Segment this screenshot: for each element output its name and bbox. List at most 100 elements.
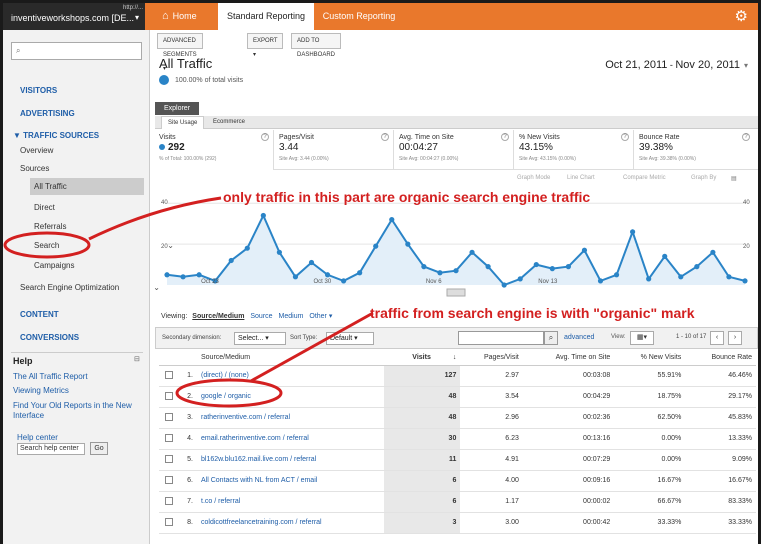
row-checkbox[interactable] bbox=[159, 428, 179, 450]
dimension-source[interactable]: Source bbox=[250, 313, 273, 320]
data-point[interactable] bbox=[613, 272, 620, 278]
help-go-button[interactable]: Go bbox=[90, 442, 108, 455]
data-point[interactable] bbox=[565, 264, 571, 270]
data-point[interactable] bbox=[662, 253, 668, 259]
table-row[interactable]: 4. email.ratherinventive.com / referral 30… bbox=[159, 428, 756, 450]
checkbox-icon[interactable] bbox=[165, 454, 173, 463]
advanced-segments-button[interactable]: ADVANCED SEGMENTS ▾ bbox=[157, 33, 203, 72]
data-point[interactable] bbox=[630, 229, 636, 235]
data-point[interactable] bbox=[646, 276, 652, 282]
data-point[interactable] bbox=[453, 268, 459, 274]
dimension-other[interactable]: Other ▾ bbox=[309, 313, 333, 320]
account-selector[interactable]: http://... inventiveworkshops.com [DE...… bbox=[3, 3, 145, 30]
data-point[interactable] bbox=[437, 270, 443, 276]
row-checkbox[interactable] bbox=[159, 365, 179, 387]
tab-site-usage[interactable]: Site Usage bbox=[161, 116, 205, 129]
data-point[interactable] bbox=[212, 278, 218, 284]
data-point[interactable] bbox=[549, 266, 555, 272]
checkbox-icon[interactable] bbox=[165, 433, 173, 442]
secondary-dimension-select[interactable]: Select... ▾ bbox=[234, 332, 286, 345]
next-page-icon[interactable]: › bbox=[728, 331, 742, 345]
graph-by-link[interactable]: Graph By bbox=[691, 175, 717, 181]
header-bounce-rate[interactable]: Bounce Rate bbox=[685, 350, 756, 366]
data-point[interactable] bbox=[726, 274, 732, 280]
dimension-source-medium[interactable]: Source/Medium bbox=[192, 313, 245, 320]
header-visits[interactable]: Visits ↓ bbox=[384, 350, 461, 366]
row-checkbox[interactable] bbox=[159, 386, 179, 408]
row-checkbox[interactable] bbox=[159, 512, 179, 534]
sidebar-section-traffic-sources[interactable]: ▼ TRAFFIC SOURCES bbox=[13, 131, 100, 140]
data-point[interactable] bbox=[389, 216, 395, 223]
data-point[interactable] bbox=[533, 261, 539, 268]
row-checkbox[interactable] bbox=[159, 491, 179, 513]
grid-view-icon[interactable]: ▦▾ bbox=[630, 331, 654, 345]
data-point[interactable] bbox=[373, 243, 379, 249]
line-chart-link[interactable]: Line Chart bbox=[567, 175, 595, 181]
table-row[interactable]: 8. coldicottfreelancetraining.com / refer… bbox=[159, 512, 756, 534]
data-point[interactable] bbox=[180, 274, 186, 280]
metric-visits[interactable]: Visits 292 % of Total: 100.00% (292) ? bbox=[155, 130, 274, 170]
table-search-input[interactable] bbox=[458, 331, 544, 345]
prev-page-icon[interactable]: ‹ bbox=[710, 331, 724, 345]
help-icon[interactable]: ? bbox=[621, 133, 629, 141]
sidebar-item-overview[interactable]: Overview bbox=[20, 146, 54, 155]
table-row[interactable]: 2. google / organic 48 3.54 00:04:29 18.75% 29… bbox=[159, 386, 756, 408]
sidebar-search-input[interactable]: ⌕ bbox=[11, 42, 142, 60]
metric-pages-visit[interactable]: Pages/Visit 3.44 Site Avg: 3.44 (0.00%) … bbox=[275, 130, 394, 170]
table-row[interactable]: 5. bl162w.blu162.mail.live.com / referral… bbox=[159, 449, 756, 471]
header-pages-visit[interactable]: Pages/Visit bbox=[460, 350, 523, 366]
header-avg-time[interactable]: Avg. Time on Site bbox=[522, 350, 615, 366]
help-icon[interactable]: ? bbox=[381, 133, 389, 141]
sidebar-item-direct[interactable]: Direct bbox=[34, 203, 55, 212]
data-point[interactable] bbox=[292, 274, 299, 280]
data-point[interactable] bbox=[710, 249, 716, 255]
checkbox-icon[interactable] bbox=[165, 496, 173, 505]
source-medium-link[interactable]: email.ratherinventive.com / referral bbox=[197, 428, 385, 450]
dimension-medium[interactable]: Medium bbox=[278, 313, 304, 320]
add-to-dashboard-button[interactable]: ADD TO DASHBOARD bbox=[291, 33, 341, 58]
help-icon[interactable]: ? bbox=[742, 133, 750, 141]
metric-bounce-rate[interactable]: Bounce Rate 39.38% Site Avg: 39.38% (0.0… bbox=[635, 130, 754, 170]
checkbox-icon[interactable] bbox=[165, 412, 173, 421]
source-medium-link[interactable]: google / organic bbox=[197, 386, 385, 408]
metric-new-visits[interactable]: % New Visits 43.15% Site Avg: 43.15% (0.… bbox=[515, 130, 634, 170]
tab-standard-reporting[interactable]: Standard Reporting bbox=[218, 3, 314, 30]
data-point[interactable] bbox=[276, 249, 282, 255]
source-medium-link[interactable]: All Contacts with NL from ACT / email bbox=[197, 470, 385, 492]
data-point[interactable] bbox=[405, 241, 411, 247]
sidebar-section-advertising[interactable]: ADVERTISING bbox=[20, 109, 75, 118]
data-point[interactable] bbox=[228, 257, 234, 264]
sidebar-item-campaigns[interactable]: Campaigns bbox=[34, 261, 75, 270]
source-medium-link[interactable]: coldicottfreelancetraining.com / referra… bbox=[197, 512, 385, 534]
data-point[interactable] bbox=[308, 259, 315, 266]
help-link-viewing-metrics[interactable]: Viewing Metrics bbox=[13, 386, 69, 395]
gear-icon[interactable]: ⚙ bbox=[734, 8, 748, 25]
checkbox-icon[interactable] bbox=[165, 475, 173, 484]
data-point[interactable] bbox=[485, 264, 491, 270]
sidebar-section-visitors[interactable]: VISITORS bbox=[20, 86, 58, 95]
data-point[interactable] bbox=[597, 278, 604, 284]
data-point[interactable] bbox=[244, 245, 250, 251]
source-medium-link[interactable]: ratherinventive.com / referral bbox=[197, 407, 385, 429]
compare-metric-link[interactable]: Compare Metric bbox=[623, 175, 666, 181]
search-icon[interactable]: ⌕ bbox=[544, 331, 558, 345]
data-point[interactable] bbox=[517, 276, 523, 282]
date-range-picker[interactable]: Oct 21, 2011 - Nov 20, 2011 ▾ bbox=[605, 59, 748, 71]
sort-type-select[interactable]: Default ▾ bbox=[326, 332, 374, 345]
sidebar-section-content[interactable]: CONTENT bbox=[20, 310, 59, 319]
checkbox-icon[interactable] bbox=[165, 370, 173, 379]
tab-custom-reporting[interactable]: Custom Reporting bbox=[322, 11, 396, 21]
source-medium-link[interactable]: (direct) / (none) bbox=[197, 365, 385, 387]
advanced-filter-link[interactable]: advanced bbox=[564, 334, 595, 341]
table-row[interactable]: 1. (direct) / (none) 127 2.97 00:03:08 55.91%… bbox=[159, 365, 756, 387]
explorer-tab[interactable]: Explorer bbox=[155, 102, 199, 115]
data-point[interactable] bbox=[357, 270, 363, 276]
sidebar-item-seo[interactable]: Search Engine Optimization ⌄ bbox=[20, 283, 166, 292]
chart-resize-handle[interactable] bbox=[446, 288, 466, 297]
chart-options-icon[interactable]: ▤ bbox=[731, 176, 737, 182]
data-point[interactable] bbox=[341, 278, 347, 284]
source-medium-link[interactable]: bl162w.blu162.mail.live.com / referral bbox=[197, 449, 385, 471]
header-new-visits[interactable]: % New Visits bbox=[614, 350, 686, 366]
sidebar-item-all-traffic[interactable]: All Traffic bbox=[30, 178, 144, 195]
metric-avg-time[interactable]: Avg. Time on Site 00:04:27 Site Avg: 00:… bbox=[395, 130, 514, 170]
